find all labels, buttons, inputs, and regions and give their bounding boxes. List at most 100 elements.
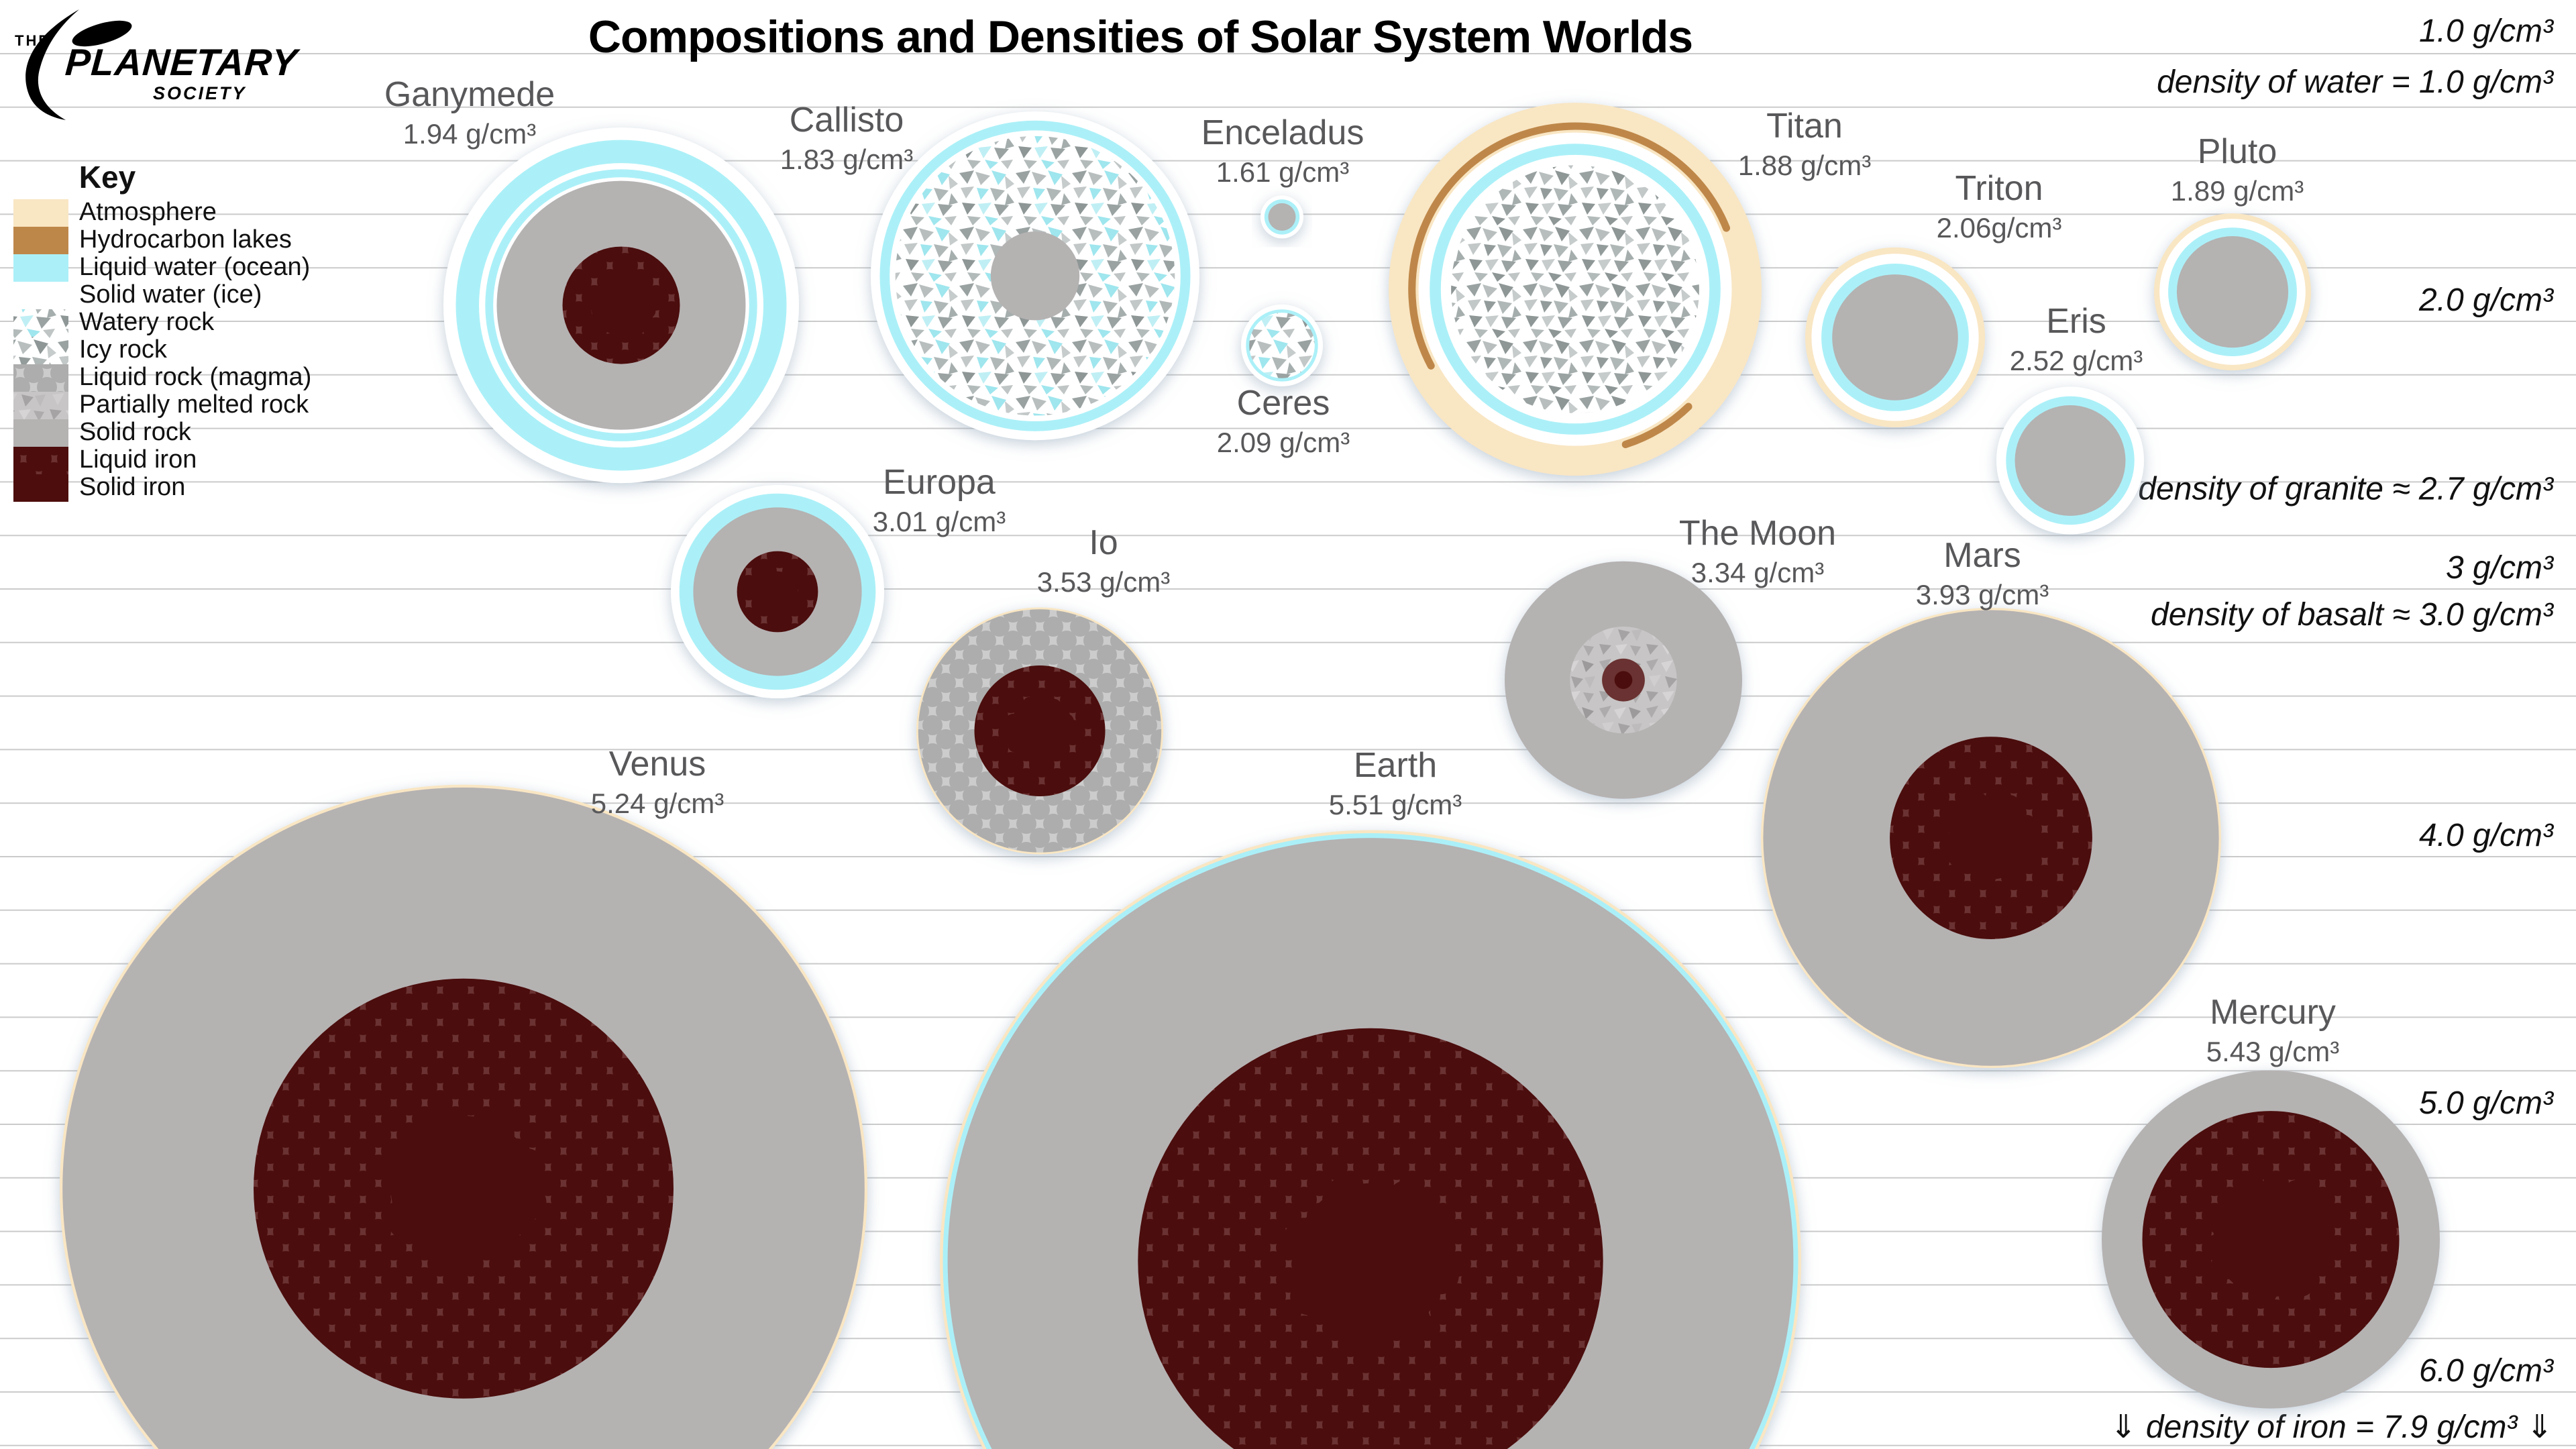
density-axis-label: ⇓ density of iron = 7.9 g/cm³ ⇓ — [2110, 1409, 2553, 1445]
layer-hydrocarbon-arc — [1621, 402, 1693, 449]
world-name-label: Mercury — [2210, 993, 2336, 1032]
world-earth: Earth 5.51 g/cm³ — [940, 746, 1801, 1449]
world-mars: Mars 3.93 g/cm³ — [1761, 536, 2221, 1069]
density-axis-labels: 1.0 g/cm³ density of water = 1.0 g/cm³ 2.0… — [2110, 13, 2555, 1445]
world-pluto: Pluto 1.89 g/cm³ — [2154, 132, 2311, 371]
layer-solid_iron — [590, 275, 652, 336]
layer-solid-iron-bump — [790, 580, 800, 590]
world-layers — [940, 830, 1801, 1449]
layer-solid-iron-bump — [783, 602, 794, 612]
planetary-society-logo: THE PLANETARY SOCIETY — [15, 9, 301, 120]
key-row-watery_rock: Watery rock — [13, 308, 215, 337]
key-swatch-magma — [13, 364, 68, 392]
layer-rock — [2015, 405, 2126, 516]
world-layers — [1260, 195, 1303, 239]
density-axis-label: 4.0 g/cm³ — [2419, 818, 2555, 853]
world-name-label: Earth — [1354, 746, 1437, 785]
layer-solid-iron-bump — [2207, 1208, 2235, 1236]
key-swatch-hydrocarbon — [13, 227, 68, 254]
density-axis-label: density of granite ≈ 2.7 g/cm³ — [2138, 471, 2555, 506]
world-density-label: 3.34 g/cm³ — [1691, 557, 1824, 588]
density-axis-label: 3 g/cm³ — [2446, 550, 2555, 586]
layer-solid-iron-bump — [1049, 747, 1064, 762]
layer-solid-iron-bump — [1285, 1218, 1322, 1255]
world-name-label: Ganymede — [384, 75, 555, 114]
layer-icy_rock — [1451, 165, 1699, 413]
layer-solid-iron-bump — [756, 596, 767, 606]
world-ganymede: Ganymede 1.94 g/cm³ — [384, 75, 799, 484]
layer-solid-iron-bump — [479, 1113, 515, 1148]
layer-solid_iron — [757, 571, 798, 612]
world-name-label: Mars — [1943, 536, 2021, 575]
density-axis-label: 5.0 g/cm³ — [2419, 1085, 2555, 1121]
layer-solid_iron — [390, 1116, 537, 1262]
world-the-moon: The Moon 3.34 g/cm³ — [1505, 514, 1836, 799]
key-row-label: Solid water (ice) — [79, 280, 262, 309]
layer-solid-iron-bump — [2287, 1269, 2315, 1297]
world-layers — [2102, 1070, 2440, 1409]
layer-solid-iron-bump — [2002, 859, 2023, 879]
key-title: Key — [79, 160, 136, 195]
world-layers — [671, 485, 884, 698]
logo-text-the: THE — [15, 32, 50, 49]
layer-solid-iron-bump — [1419, 1218, 1456, 1255]
world-layers — [1996, 386, 2144, 535]
world-layers — [1805, 247, 1985, 427]
key-row-label: Hydrocarbon lakes — [79, 225, 292, 254]
world-name-label: Io — [1089, 523, 1118, 562]
layer-solid-iron-bump — [511, 1185, 547, 1220]
world-layers — [871, 111, 1199, 441]
layer-solid-iron-bump — [1059, 714, 1074, 729]
layer-solid-iron-bump — [2239, 1175, 2267, 1204]
world-density-label: 5.43 g/cm³ — [2206, 1036, 2339, 1067]
layer-solid-iron-bump — [782, 570, 792, 581]
worlds-layer: Ganymede 1.94 g/cm³ Callisto 1.83 g/cm³ Ence… — [60, 75, 2440, 1449]
world-name-label: Eris — [2046, 302, 2106, 341]
key-swatch-rock — [13, 419, 68, 447]
world-name-label: Venus — [609, 745, 706, 784]
key-row-atmosphere: Atmosphere — [13, 198, 217, 227]
key-row-ice: Solid water (ice) — [13, 280, 262, 309]
world-triton: Triton 2.06g/cm³ — [1805, 169, 2061, 427]
layer-solid-iron-bump — [641, 303, 656, 319]
world-layers — [2154, 213, 2311, 371]
key-row-liquid_iron: Liquid iron — [13, 445, 197, 474]
layer-hydrocarbon-arc — [1408, 224, 1435, 370]
key-row-rock: Solid rock — [13, 418, 192, 447]
layer-solid-iron-bump — [790, 590, 801, 601]
world-layers — [60, 784, 867, 1449]
logo-swoosh-crescent — [25, 9, 79, 120]
layer-solid-iron-bump — [2308, 1236, 2337, 1265]
world-density-label: 1.89 g/cm³ — [2171, 175, 2304, 207]
layer-solid-iron-bump — [1968, 792, 1988, 812]
layer-solid_iron — [1009, 700, 1071, 762]
layer-solid-iron-bump — [2018, 836, 2039, 856]
density-axis-label: density of water = 1.0 g/cm³ — [2157, 64, 2555, 100]
layer-solid-iron-bump — [590, 312, 604, 327]
key-swatch-partially_melted — [13, 392, 68, 419]
layer-solid-iron-bump — [1421, 1256, 1459, 1295]
key-swatch-atmosphere — [13, 199, 68, 227]
world-titan: Titan 1.88 g/cm³ — [1389, 103, 1871, 476]
key-row-label: Icy rock — [79, 335, 168, 364]
density-axis-label: 2.0 g/cm³ — [2418, 282, 2555, 318]
world-density-label: 3.01 g/cm³ — [873, 506, 1006, 537]
key-swatch-icy_rock — [13, 337, 68, 364]
layer-solid-iron-bump — [1046, 698, 1062, 714]
layer-solid-iron-bump — [755, 580, 765, 590]
layer-solid-iron-bump — [1948, 847, 1968, 867]
world-density-label: 1.83 g/cm³ — [780, 144, 913, 175]
layer-solid-iron-bump — [640, 288, 655, 303]
layer-solid-iron-bump — [630, 321, 645, 335]
layer-rock — [1268, 203, 1296, 231]
logo-text-planetary: PLANETARY — [64, 41, 301, 83]
world-density-label: 2.52 g/cm³ — [2010, 345, 2143, 376]
layer-solid-iron-bump — [437, 1237, 472, 1273]
logo-text-society: SOCIETY — [153, 83, 247, 103]
world-layers — [916, 607, 1163, 855]
layer-solid-iron-bump — [610, 325, 625, 340]
world-ceres: Ceres 2.09 g/cm³ — [1217, 304, 1350, 458]
